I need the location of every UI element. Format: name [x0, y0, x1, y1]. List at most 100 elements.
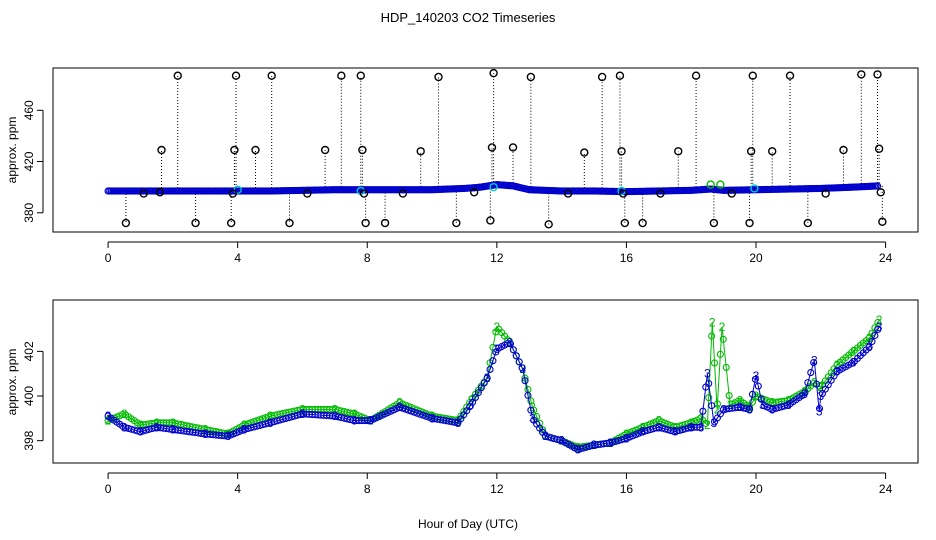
series-3-label: 3	[506, 335, 513, 349]
series-3-marker	[815, 404, 824, 413]
series-3-label: 3	[801, 387, 808, 401]
series-2-label: 2	[623, 427, 630, 441]
outlier-point	[228, 189, 238, 198]
series-3-marker	[489, 357, 497, 365]
outlier-point	[508, 143, 518, 152]
bottom-x-tick-label: 4	[234, 482, 241, 496]
outlier-point	[452, 218, 461, 228]
series-3-label: 3	[137, 425, 144, 439]
series-2-label: 2	[753, 389, 760, 403]
green-point	[706, 180, 715, 189]
outlier-point	[878, 217, 887, 226]
outlier-point	[674, 147, 683, 156]
series-2-label: 2	[241, 418, 248, 432]
outlier-point	[618, 189, 628, 198]
series-3-marker	[780, 402, 789, 410]
series-2-label: 2	[121, 407, 128, 421]
series-3-marker	[754, 382, 762, 390]
outlier-point	[173, 71, 182, 80]
outlier-point	[785, 71, 795, 80]
series-3-marker	[751, 375, 759, 383]
series-3-label: 3	[769, 402, 776, 416]
outlier-point	[580, 148, 589, 157]
outlier-point	[563, 189, 573, 198]
outlier-point	[486, 216, 495, 225]
outlier-point	[359, 189, 369, 198]
bottom-x-axis: 0 4 8 12 16 20 24	[105, 472, 893, 496]
series-3-label: 3	[746, 402, 753, 416]
series-3-marker	[699, 407, 707, 415]
cyan-point	[750, 184, 759, 193]
series-2-label: 2	[202, 423, 209, 437]
bottom-panel-frame	[52, 299, 919, 464]
series-3-label: 3	[170, 423, 177, 437]
series-3-label: 3	[558, 434, 565, 448]
outlier-point	[768, 147, 777, 156]
series-3-label: 3	[736, 400, 743, 414]
outlier-point	[191, 218, 200, 228]
series-2-label: 2	[704, 418, 711, 432]
series-2-label: 2	[429, 409, 436, 423]
series-3-marker	[518, 364, 526, 372]
top-panel-data	[104, 68, 887, 229]
series-3-label: 3	[607, 436, 614, 450]
top-x-tick-label: 12	[490, 251, 504, 265]
outlier-point	[361, 218, 370, 228]
series-3-label: 3	[332, 409, 339, 423]
top-x-tick-label: 24	[879, 251, 893, 265]
series-2-label: 2	[866, 331, 873, 345]
series-2-marker	[702, 419, 710, 427]
series-3-label: 3	[202, 427, 209, 441]
series-3-marker	[527, 406, 535, 414]
series-3-marker	[745, 405, 754, 413]
top-x-tick-label: 20	[749, 251, 763, 265]
series-3-label: 3	[817, 389, 824, 403]
outlier-point	[285, 218, 294, 228]
series-3-label: 3	[876, 320, 883, 334]
series-3-marker	[748, 390, 757, 398]
series-2-label: 2	[170, 416, 177, 430]
series-2-marker	[119, 410, 127, 419]
series-2-marker	[527, 397, 535, 405]
series-3-marker	[865, 343, 873, 351]
series-3-label: 3	[351, 414, 358, 428]
series-3-label: 3	[850, 356, 857, 370]
series-2-marker	[708, 332, 716, 340]
series-3-label: 3	[468, 398, 475, 412]
series-3-label: 3	[816, 405, 823, 419]
top-x-tick-label: 0	[105, 251, 112, 265]
top-y-tick-label: 460	[22, 100, 36, 120]
outlier-point	[839, 145, 848, 155]
top-y-axis: 380 420 460	[22, 100, 44, 223]
series-3-label: 3	[834, 364, 841, 378]
outlier-point	[638, 218, 647, 228]
outlier-point	[821, 189, 830, 198]
top-y-tick-label: 380	[22, 202, 36, 222]
outlier-point	[358, 145, 367, 155]
outlier-point	[745, 218, 754, 228]
series-3-marker	[810, 358, 818, 367]
series-2-label: 2	[639, 420, 646, 434]
series-2-label: 2	[876, 313, 883, 327]
series-2-label: 2	[719, 320, 726, 334]
series-3-label: 3	[396, 400, 403, 414]
series-3-marker	[801, 389, 809, 397]
outlier-point	[356, 71, 365, 80]
bottom-y-tick-label: 400	[22, 386, 36, 406]
outlier-point	[226, 218, 236, 228]
outlier-point	[874, 144, 884, 153]
series-2-label: 2	[785, 393, 792, 407]
outlier-point	[857, 70, 866, 79]
bottom-x-tick-label: 12	[490, 482, 504, 496]
series-2-label: 2	[332, 402, 339, 416]
bottom-x-tick-label: 8	[364, 482, 371, 496]
outlier-point	[873, 70, 882, 79]
series-2-marker	[710, 359, 719, 367]
series-3-marker	[503, 340, 512, 348]
series-3-label: 3	[591, 438, 598, 452]
series-2-label: 2	[769, 396, 776, 410]
series-3-label: 3	[711, 416, 718, 430]
series-3-label: 3	[241, 423, 248, 437]
series-3-label: 3	[639, 425, 646, 439]
